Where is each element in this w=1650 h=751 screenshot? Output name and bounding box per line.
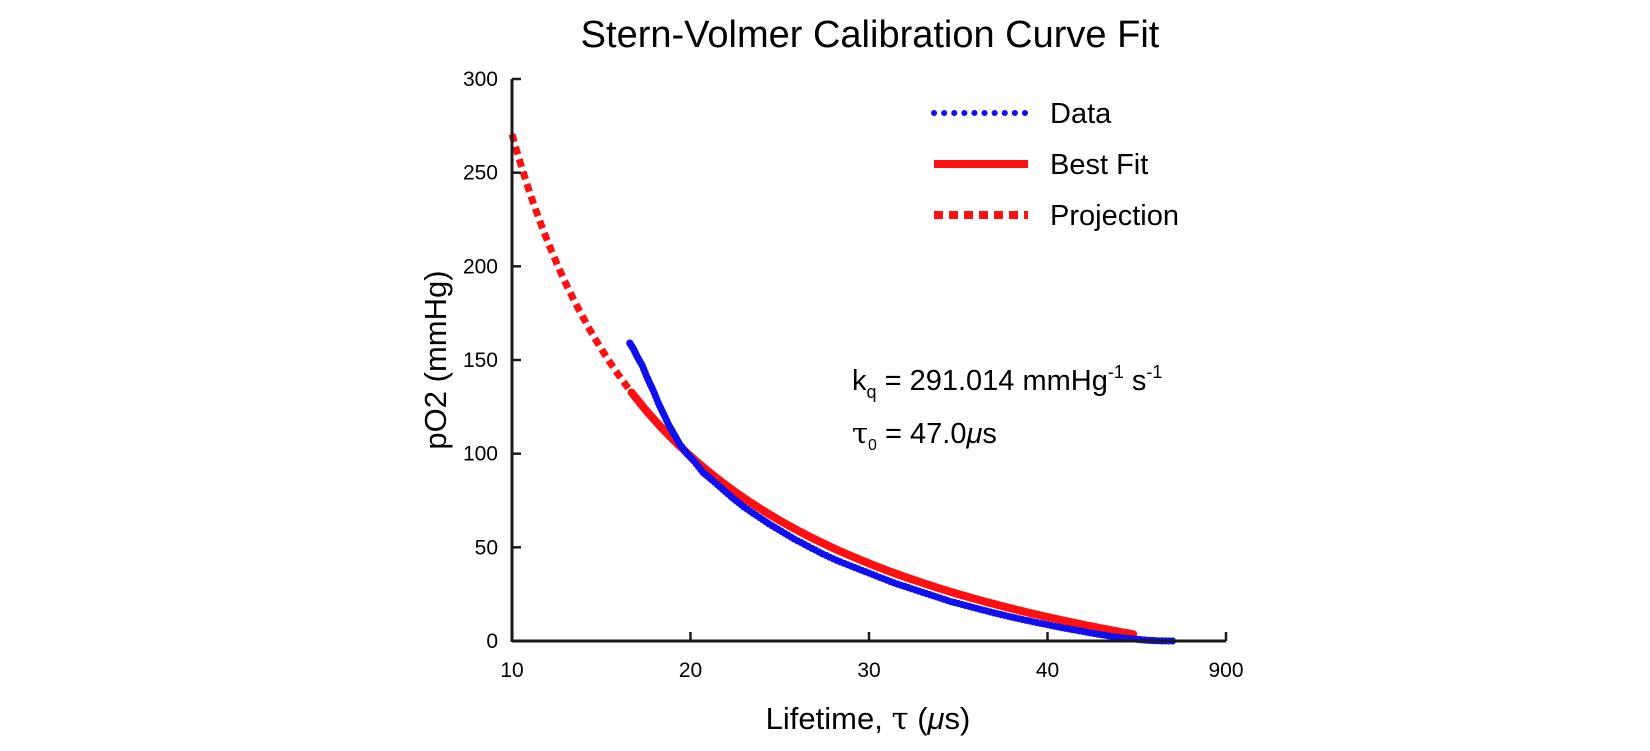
y-tick-label: 150 bbox=[463, 349, 498, 372]
x-ticks: 10 20 30 40 900 bbox=[500, 632, 1244, 682]
tau0-value: = 47.0 bbox=[877, 418, 967, 450]
tau0-annotation: τ0 = 47.0μs bbox=[852, 416, 997, 454]
projection-series bbox=[508, 133, 635, 395]
y-tick-label: 200 bbox=[463, 255, 498, 278]
kq-superscript-2: -1 bbox=[1146, 362, 1162, 382]
best-fit-series bbox=[627, 388, 1138, 639]
axes: 0 50 100 150 200 250 300 10 20 30 40 900 bbox=[463, 68, 1244, 682]
kq-subscript: q bbox=[867, 382, 877, 402]
x-axis-label-prefix: Lifetime, bbox=[766, 701, 892, 736]
projection-curve bbox=[508, 133, 635, 395]
data-series bbox=[626, 339, 1177, 645]
legend-label-data: Data bbox=[1050, 98, 1112, 130]
x-axis-label-mu: μ bbox=[927, 701, 945, 736]
kq-annotation: kq = 291.014 mmHg-1 s-1 bbox=[852, 362, 1162, 402]
x-axis-label-unit-rest: s) bbox=[945, 701, 971, 736]
x-tick-label: 20 bbox=[679, 659, 702, 682]
y-tick-label: 0 bbox=[486, 630, 498, 653]
tau0-mu: μ bbox=[965, 418, 982, 450]
x-tick-label: 30 bbox=[857, 659, 880, 682]
fit-parameters-annotation: kq = 291.014 mmHg-1 s-1 τ0 = 47.0μs bbox=[852, 362, 1162, 454]
y-tick-label: 300 bbox=[463, 68, 498, 91]
x-axis-label-unit-open: ( bbox=[909, 701, 929, 736]
kq-value: = 291.014 mmHg bbox=[877, 365, 1108, 397]
y-tick-label: 100 bbox=[463, 443, 498, 466]
kq-superscript-1: -1 bbox=[1108, 362, 1124, 382]
x-tick-label: 40 bbox=[1036, 659, 1059, 682]
legend-label-best-fit: Best Fit bbox=[1050, 149, 1148, 181]
y-tick-label: 250 bbox=[463, 162, 498, 185]
kq-symbol: k bbox=[852, 365, 867, 397]
kq-unit-s: s bbox=[1124, 365, 1147, 397]
tau0-subscript: 0 bbox=[868, 437, 877, 454]
y-ticks: 0 50 100 150 200 250 300 bbox=[463, 68, 521, 653]
x-tick-label: 10 bbox=[500, 659, 523, 682]
best-fit-curve bbox=[627, 388, 1138, 639]
x-tick-label: 900 bbox=[1208, 659, 1243, 682]
chart-title: Stern-Volmer Calibration Curve Fit bbox=[581, 14, 1160, 56]
tau0-unit: s bbox=[982, 418, 997, 450]
legend: Data Best Fit Projection bbox=[931, 98, 1179, 232]
y-tick-label: 50 bbox=[475, 536, 498, 559]
legend-label-projection: Projection bbox=[1050, 200, 1179, 232]
tau0-symbol: τ bbox=[852, 416, 868, 450]
y-axis-label: pO2 (mmHg) bbox=[418, 270, 453, 449]
x-axis-label-tau: τ bbox=[891, 701, 908, 737]
x-axis-label: Lifetime, τ (μs) bbox=[766, 701, 971, 737]
